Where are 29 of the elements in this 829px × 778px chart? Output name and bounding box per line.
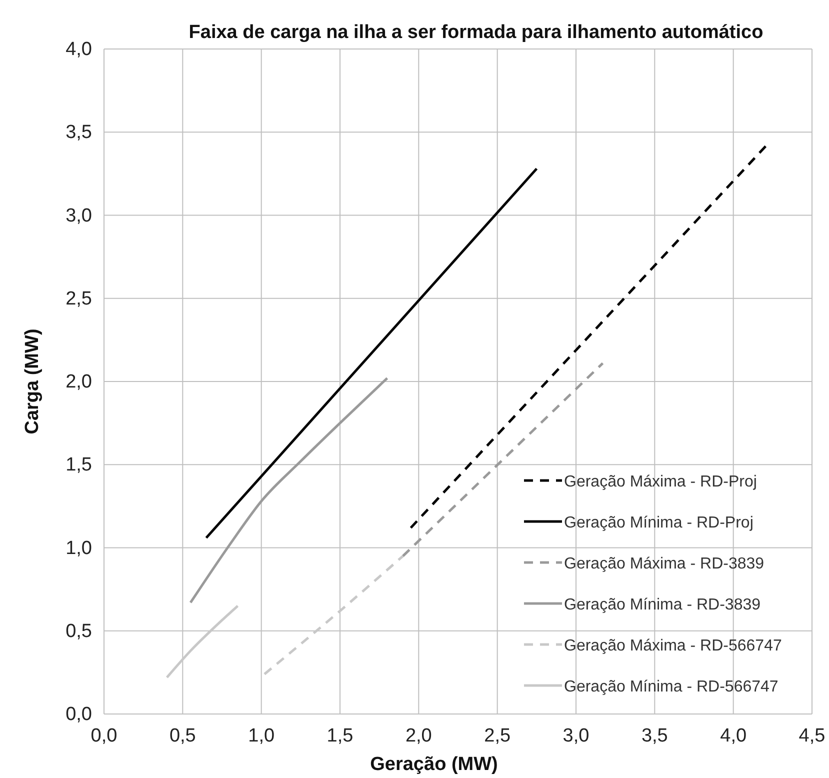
x-tick-label: 2,5 bbox=[484, 725, 511, 746]
x-tick-label: 0,0 bbox=[90, 725, 118, 746]
x-tick-label: 1,0 bbox=[248, 725, 275, 746]
y-tick-label: 4,0 bbox=[66, 39, 92, 60]
legend-label: Geração Máxima - RD-Proj bbox=[564, 474, 757, 490]
x-tick-label: 1,5 bbox=[326, 725, 354, 746]
line-series bbox=[189, 376, 388, 604]
y-axis-title: Carga (MW) bbox=[22, 328, 43, 434]
legend-label: Geração Mínima - RD-Proj bbox=[564, 514, 754, 532]
x-tick-label: 4,5 bbox=[798, 725, 826, 746]
chart-title: Faixa de carga na ilha a ser formada para ilhamento automático bbox=[188, 22, 764, 43]
y-tick-label: 2,0 bbox=[66, 372, 92, 393]
y-tick-label: 0,5 bbox=[66, 620, 92, 642]
y-tick-label: 2,5 bbox=[66, 288, 92, 310]
x-tick-label: 3,5 bbox=[641, 725, 668, 746]
x-axis-title: Geração (MW) bbox=[370, 754, 498, 775]
legend-label: Geração Máxima - RD-3839 bbox=[564, 556, 764, 572]
y-tick-label: 1,0 bbox=[66, 538, 92, 559]
y-tick-label: 0,0 bbox=[66, 704, 92, 726]
x-tick-label: 3,0 bbox=[562, 725, 590, 746]
x-tick-label: 0,5 bbox=[169, 725, 196, 746]
x-tick-label: 4,0 bbox=[720, 725, 747, 746]
legend-label: Geração Mínima - RD-3839 bbox=[564, 596, 761, 614]
legend-label: Geração Mínima - RD-566747 bbox=[564, 678, 778, 696]
y-tick-label: 1,5 bbox=[66, 454, 92, 476]
y-tick-label: 3,5 bbox=[66, 122, 92, 144]
x-tick-label: 2,0 bbox=[405, 725, 432, 746]
y-tick-label: 3,0 bbox=[66, 205, 92, 226]
legend-label: Geração Máxima - RD-566747 bbox=[564, 638, 782, 654]
